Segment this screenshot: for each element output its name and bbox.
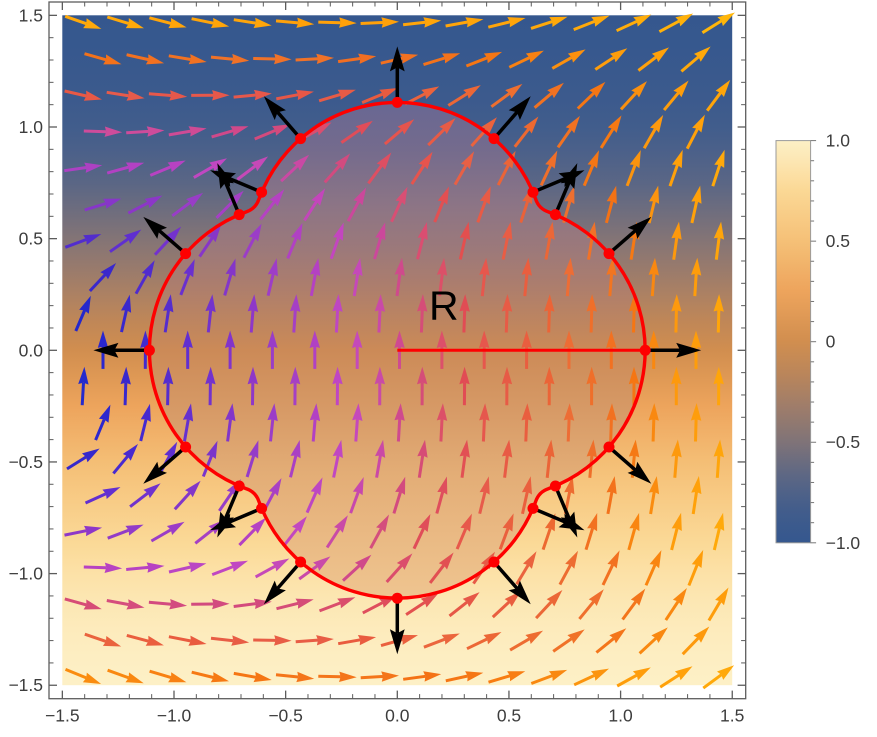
svg-text:1.0: 1.0 xyxy=(19,117,44,137)
svg-text:0.5: 0.5 xyxy=(19,229,43,249)
svg-text:−1.0: −1.0 xyxy=(826,533,861,553)
svg-text:0.0: 0.0 xyxy=(19,340,44,360)
svg-text:0.5: 0.5 xyxy=(497,706,521,726)
svg-text:−0.5: −0.5 xyxy=(268,706,303,726)
svg-text:−0.5: −0.5 xyxy=(826,432,861,452)
svg-text:−0.5: −0.5 xyxy=(8,452,43,472)
svg-text:−1.0: −1.0 xyxy=(8,564,43,584)
svg-text:−1.0: −1.0 xyxy=(157,706,192,726)
svg-text:−1.5: −1.5 xyxy=(8,675,43,695)
svg-text:1.5: 1.5 xyxy=(19,5,43,25)
svg-text:1.0: 1.0 xyxy=(608,706,633,726)
svg-text:1.0: 1.0 xyxy=(826,131,851,151)
svg-text:0.0: 0.0 xyxy=(385,706,410,726)
svg-text:−1.5: −1.5 xyxy=(45,706,80,726)
svg-text:0.5: 0.5 xyxy=(826,231,850,251)
svg-text:1.5: 1.5 xyxy=(720,706,744,726)
svg-text:R: R xyxy=(429,283,459,329)
svg-text:0: 0 xyxy=(826,332,836,352)
